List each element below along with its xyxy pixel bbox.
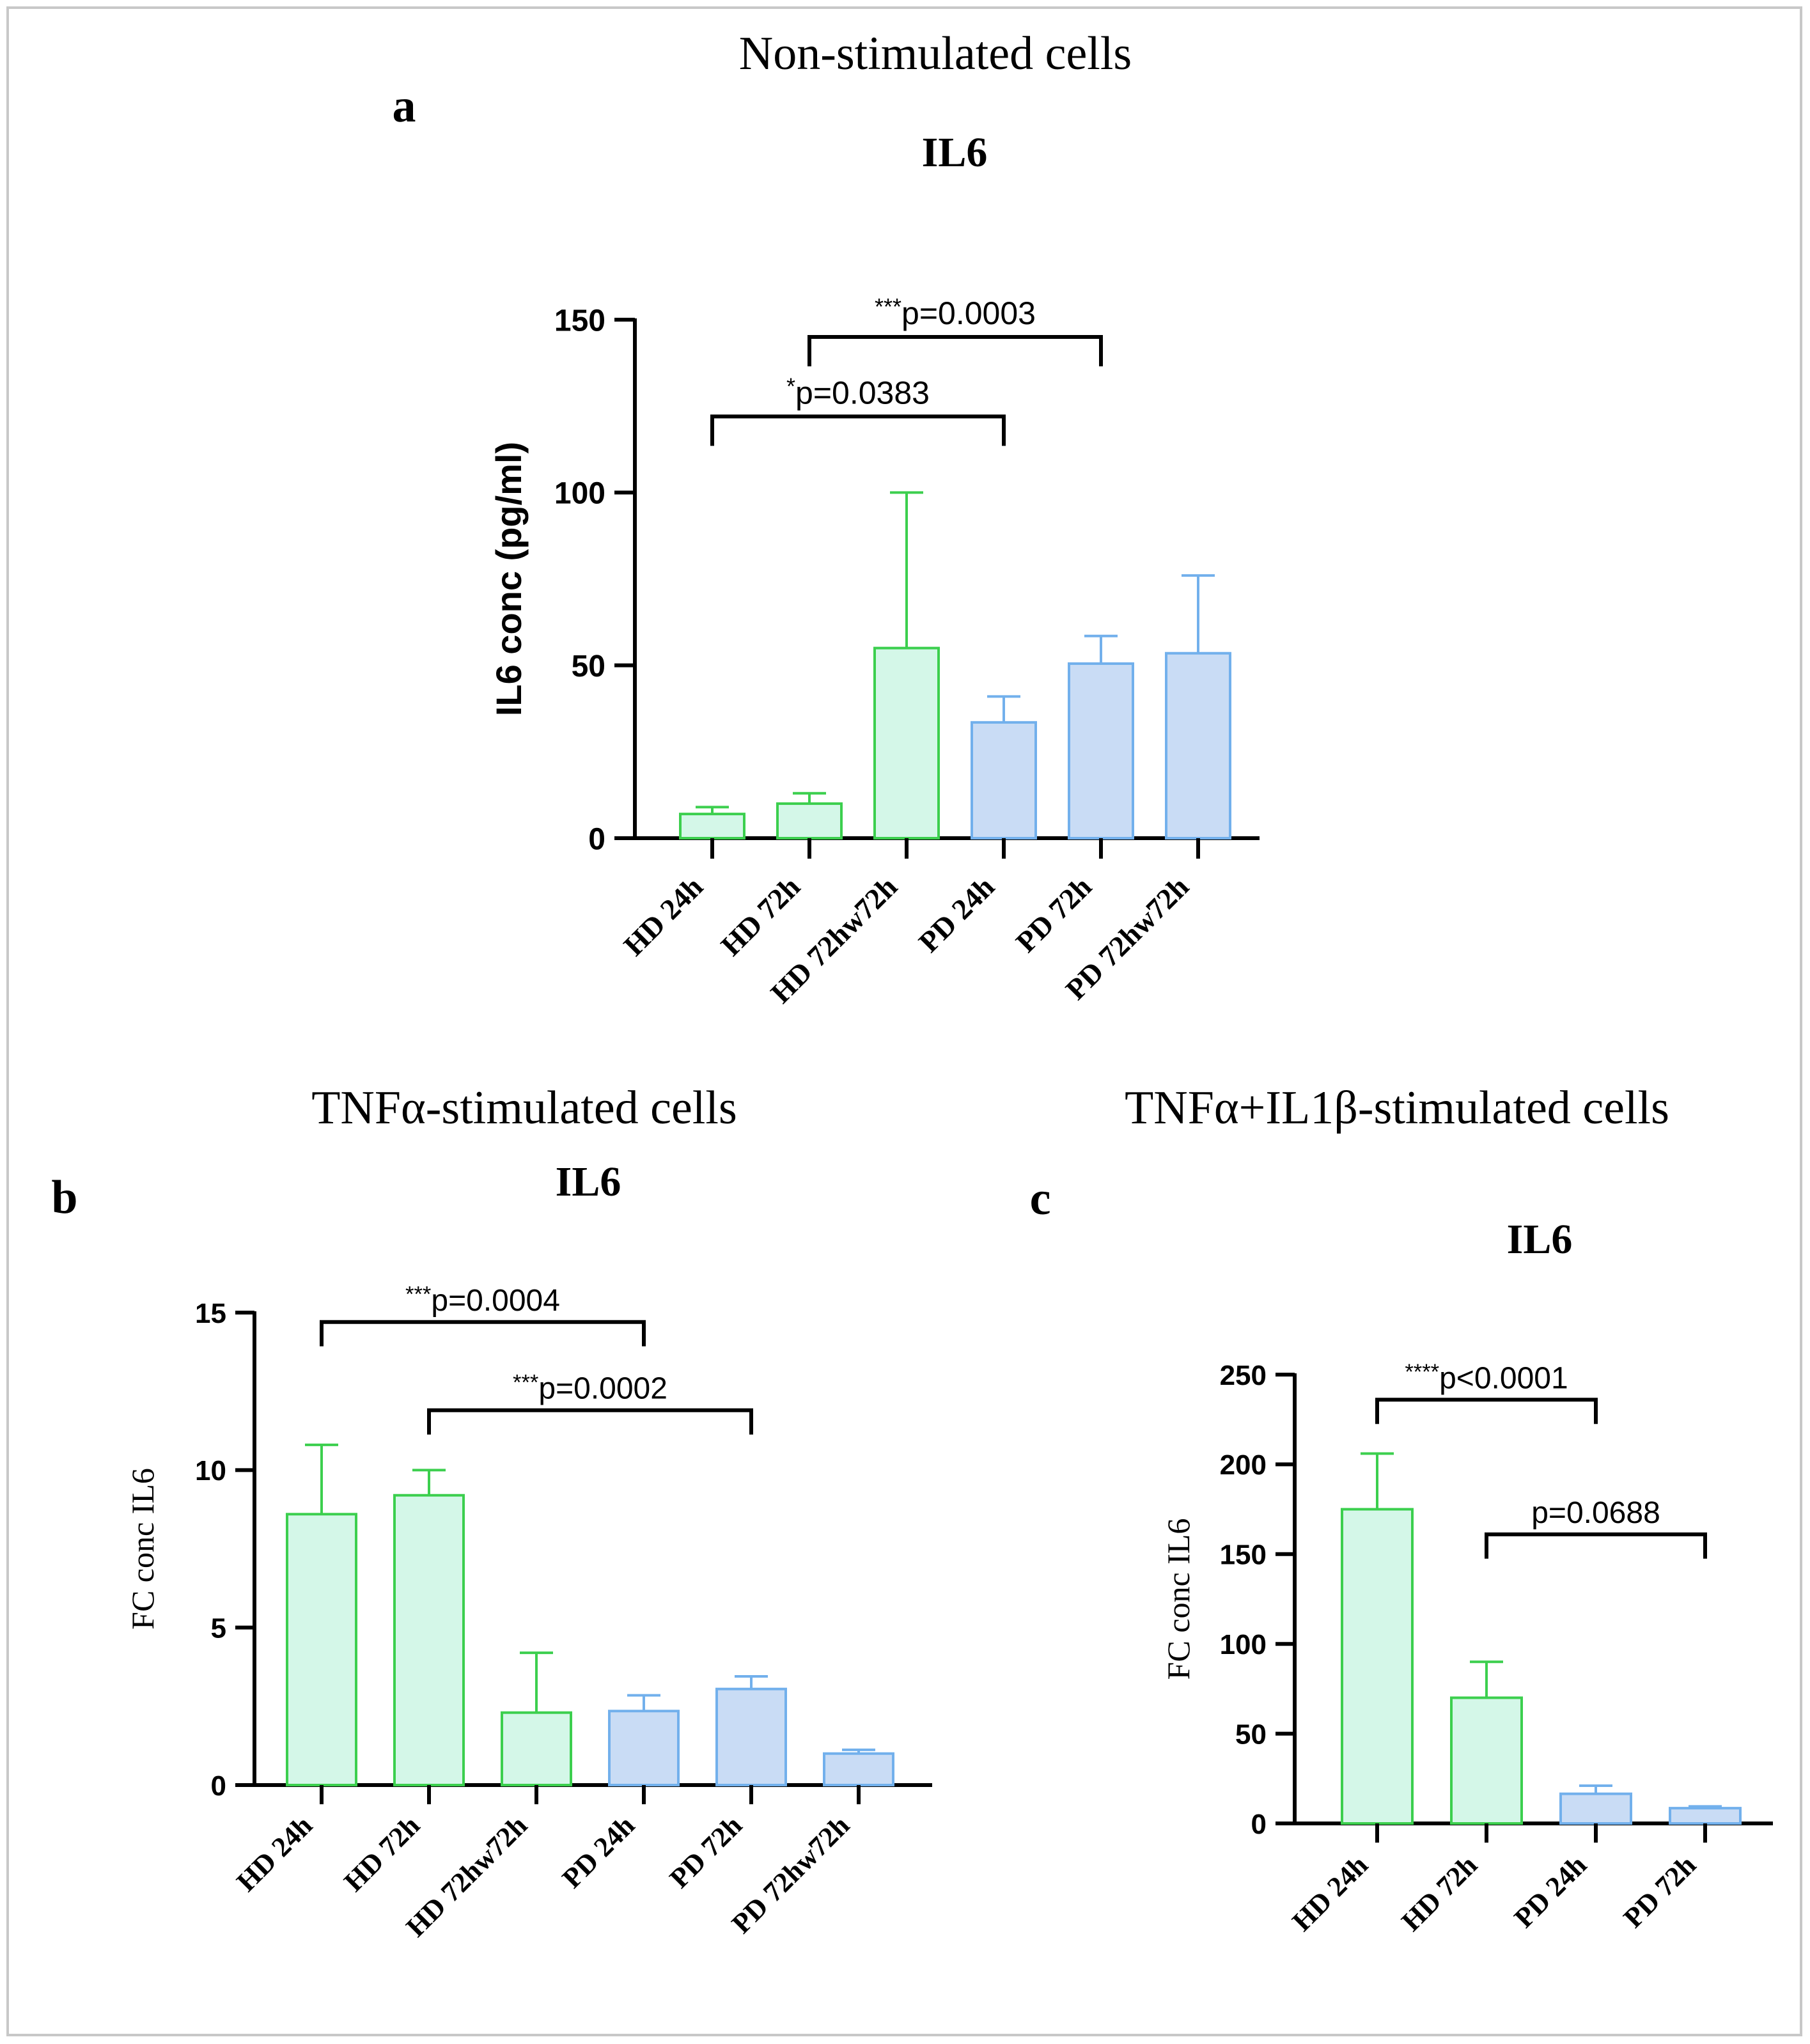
y-tick-label: 5: [211, 1613, 226, 1644]
y-tick-label: 200: [1220, 1449, 1267, 1481]
chart-panel-c: TNFα+IL1β-stimulated cells c IL6 FC conc IL…: [1030, 1082, 1773, 1937]
bar-hd-24h: [1341, 1508, 1414, 1825]
significance-stars: ***: [875, 293, 901, 320]
significance-stars: *: [786, 373, 795, 399]
x-category-label: PD 72h: [664, 1809, 748, 1894]
p-value: p=0.0383: [795, 375, 930, 410]
bar-pd-72h: [715, 1687, 787, 1786]
y-tick-label: 250: [1220, 1360, 1267, 1391]
y-tick-label: 150: [554, 304, 605, 338]
chart-panel-a: Non-stimulated cells a IL6 IL6 conc (pg/ml)…: [393, 27, 1260, 1010]
bar-hd-72h: [776, 802, 843, 840]
x-category-label: HD 72h: [338, 1809, 426, 1898]
x-category-label: PD 72h: [1010, 870, 1098, 958]
significance-stars: ****: [1405, 1360, 1439, 1384]
significance-bracket: [1485, 1532, 1707, 1559]
panel-label: a: [393, 80, 416, 132]
bar-hd-24h: [679, 813, 745, 839]
significance-annotation: ***p=0.0003: [875, 293, 1036, 331]
significance-annotation: ****p<0.0001: [1405, 1360, 1568, 1395]
significance-stars: ***: [405, 1282, 431, 1306]
y-tick-label: 50: [1235, 1719, 1267, 1750]
significance-annotation: ***p=0.0002: [513, 1370, 667, 1405]
x-category-label: HD 24h: [231, 1809, 319, 1898]
x-category-label: PD 24h: [912, 870, 1001, 958]
p-value: p=0.0688: [1531, 1496, 1660, 1530]
bar-hd-72h: [1450, 1696, 1523, 1825]
group-title: Non-stimulated cells: [739, 27, 1132, 80]
bar-hd-72h: [393, 1494, 465, 1786]
significance-bracket: [320, 1320, 646, 1346]
y-tick-label: 0: [211, 1770, 226, 1802]
x-category-label: HD 24h: [1286, 1849, 1375, 1937]
figure-canvas: Non-stimulated cells a IL6 IL6 conc (pg/ml)…: [51, 27, 1773, 1943]
bar-hd-24h: [286, 1513, 357, 1786]
y-axis-label: IL6 conc (pg/ml): [488, 442, 529, 716]
significance-annotation: ***p=0.0004: [405, 1282, 560, 1317]
p-value: p<0.0001: [1439, 1361, 1568, 1395]
p-value: p=0.0004: [431, 1284, 560, 1318]
y-tick-label: 100: [1220, 1629, 1267, 1660]
bar-pd-72hw72h: [823, 1752, 894, 1787]
panel-label: c: [1030, 1173, 1051, 1225]
x-category-label: HD 72h: [714, 870, 806, 962]
bar-pd-24h: [971, 721, 1037, 840]
significance-annotation: p=0.0688: [1531, 1496, 1660, 1530]
bar-pd-72h: [1669, 1807, 1742, 1825]
bar-hd-72hw72h: [501, 1711, 572, 1787]
x-category-label: PD 72h: [1618, 1849, 1702, 1933]
y-tick-label: 10: [195, 1455, 226, 1486]
x-category-label: PD 24h: [556, 1809, 641, 1894]
y-axis-label: FC conc IL6: [125, 1468, 160, 1630]
chart-title: IL6: [1507, 1216, 1573, 1263]
bar-pd-72h: [1068, 662, 1134, 840]
p-value: p=0.0003: [901, 295, 1036, 331]
p-value: p=0.0002: [538, 1372, 667, 1406]
group-title: TNFα-stimulated cells: [311, 1082, 737, 1134]
bar-hd-72hw72h: [873, 646, 940, 840]
significance-annotation: *p=0.0383: [786, 373, 930, 410]
y-tick-label: 0: [1251, 1809, 1267, 1840]
y-tick-label: 50: [572, 650, 605, 683]
y-tick-label: 150: [1220, 1540, 1267, 1571]
bar-pd-72hw72h: [1165, 651, 1231, 839]
panel-label: b: [51, 1171, 77, 1224]
chart-title: IL6: [556, 1159, 621, 1205]
chart-title: IL6: [922, 129, 988, 176]
significance-bracket: [710, 414, 1006, 446]
significance-bracket: [807, 335, 1103, 367]
y-tick-label: 100: [554, 477, 605, 511]
x-category-label: HD 72h: [1396, 1849, 1484, 1937]
y-tick-label: 15: [195, 1298, 226, 1329]
figure-frame: Non-stimulated cells a IL6 IL6 conc (pg/ml)…: [6, 6, 1802, 2036]
y-tick-label: 0: [588, 822, 605, 856]
chart-panel-b: TNFα-stimulated cells b IL6 FC conc IL6 0 5 10…: [51, 1082, 932, 1943]
bar-pd-24h: [608, 1710, 680, 1787]
significance-bracket: [1375, 1398, 1598, 1424]
x-category-label: HD 24h: [617, 870, 709, 962]
y-axis-label: FC conc IL6: [1160, 1518, 1196, 1680]
bar-pd-24h: [1559, 1792, 1632, 1825]
group-title: TNFα+IL1β-stimulated cells: [1125, 1082, 1669, 1134]
significance-bracket: [427, 1408, 753, 1435]
significance-stars: ***: [513, 1370, 538, 1394]
x-category-label: PD 24h: [1508, 1849, 1593, 1933]
